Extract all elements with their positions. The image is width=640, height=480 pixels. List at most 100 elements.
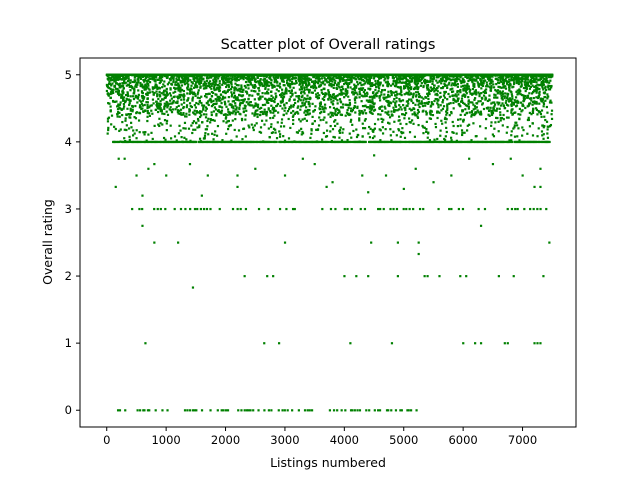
data-point	[543, 77, 546, 81]
data-point	[193, 104, 196, 107]
data-point	[163, 85, 166, 88]
data-point	[355, 86, 358, 89]
data-point	[464, 104, 467, 107]
data-point	[291, 77, 294, 81]
data-point	[400, 108, 403, 111]
data-point	[437, 85, 440, 88]
data-point	[353, 98, 357, 102]
data-point	[347, 95, 350, 98]
data-point	[535, 100, 538, 104]
data-point	[539, 83, 542, 87]
data-point	[283, 109, 286, 112]
data-point	[271, 106, 275, 109]
data-point	[310, 86, 313, 89]
data-point	[549, 99, 552, 102]
data-point	[500, 94, 503, 97]
data-point	[294, 101, 297, 105]
data-point	[146, 112, 149, 115]
data-point	[356, 106, 359, 110]
data-point	[537, 110, 540, 113]
data-point	[131, 73, 135, 77]
data-point	[218, 85, 221, 88]
data-point	[356, 76, 360, 79]
data-point	[201, 104, 204, 107]
data-point	[374, 79, 377, 83]
data-point	[241, 101, 244, 105]
data-point	[529, 85, 533, 89]
data-point	[490, 78, 493, 81]
data-point	[134, 104, 137, 108]
data-point	[531, 103, 534, 106]
data-point	[121, 113, 124, 117]
data-point	[244, 80, 248, 84]
data-point	[308, 96, 312, 99]
data-point	[407, 98, 411, 101]
data-point	[490, 102, 493, 105]
data-point	[129, 79, 132, 82]
data-point	[455, 95, 458, 98]
data-point	[138, 106, 142, 109]
data-point	[471, 81, 474, 84]
data-point	[474, 107, 477, 110]
data-point	[159, 107, 162, 110]
data-point	[402, 104, 405, 107]
data-point	[514, 96, 518, 99]
data-point	[248, 101, 251, 104]
data-point	[458, 78, 461, 81]
data-point	[390, 110, 393, 113]
data-point	[159, 110, 162, 113]
data-point	[247, 87, 250, 90]
data-point	[510, 108, 513, 111]
data-point	[445, 113, 448, 116]
data-point	[253, 76, 256, 80]
data-point	[344, 79, 347, 82]
data-point	[383, 105, 386, 108]
data-point	[520, 110, 523, 113]
data-point	[480, 82, 483, 85]
data-point	[404, 112, 408, 115]
data-point	[412, 94, 415, 97]
data-point	[259, 78, 262, 81]
data-point	[439, 95, 442, 98]
data-point	[281, 77, 284, 81]
data-point	[146, 105, 149, 108]
data-point	[345, 111, 349, 114]
data-point	[190, 84, 193, 87]
data-point	[449, 102, 452, 105]
data-point	[334, 79, 337, 82]
data-point	[450, 84, 453, 87]
data-point	[205, 76, 209, 79]
data-point	[233, 94, 237, 97]
data-point	[529, 75, 533, 78]
data-point	[348, 99, 351, 102]
data-point	[547, 95, 550, 98]
data-point	[186, 85, 190, 88]
data-point	[504, 87, 508, 90]
data-point	[536, 86, 539, 89]
data-point	[372, 77, 376, 80]
data-point	[540, 109, 544, 112]
data-point	[393, 80, 396, 83]
data-point	[189, 87, 193, 90]
data-point	[196, 93, 199, 96]
data-point	[209, 99, 213, 102]
data-point	[206, 73, 210, 77]
data-point	[292, 110, 295, 113]
data-point	[400, 73, 404, 76]
data-point	[143, 78, 147, 81]
data-point	[107, 92, 110, 95]
data-point	[249, 104, 252, 107]
data-point	[230, 91, 233, 94]
data-point	[416, 108, 420, 112]
data-point	[476, 102, 479, 105]
data-point	[230, 77, 233, 80]
data-point	[464, 84, 467, 87]
data-point	[188, 109, 191, 112]
data-point	[190, 81, 193, 84]
data-point	[226, 90, 229, 93]
data-point	[481, 97, 484, 100]
data-point	[383, 79, 386, 82]
data-point	[225, 85, 228, 89]
data-point	[172, 79, 175, 82]
data-point	[492, 86, 496, 89]
